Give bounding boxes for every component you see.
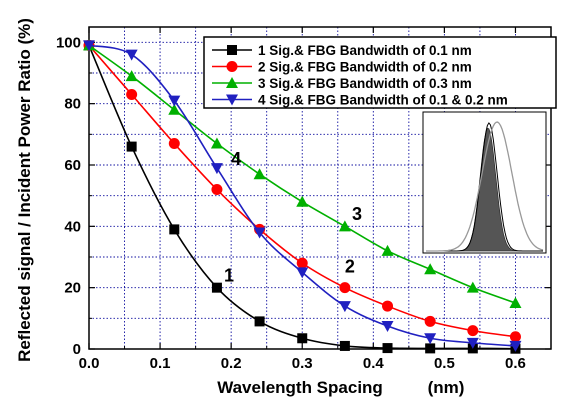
marker-triangle-up bbox=[253, 168, 266, 180]
marker-triangle-up bbox=[338, 220, 351, 232]
y-tick-label: 40 bbox=[64, 218, 81, 235]
y-tick-label: 100 bbox=[56, 34, 81, 51]
marker-square bbox=[169, 224, 180, 235]
marker-square bbox=[339, 340, 350, 351]
marker-square bbox=[126, 141, 137, 152]
marker-triangle-up bbox=[226, 77, 238, 88]
marker-triangle-up bbox=[424, 263, 437, 275]
marker-triangle-down bbox=[381, 321, 394, 332]
legend-label: 1 Sig.& FBG Bandwidth of 0.1 nm bbox=[258, 43, 472, 58]
y-axis-label: Reflected signal / Incident Power Ratio … bbox=[15, 18, 34, 362]
x-tick-label: 0.3 bbox=[292, 355, 313, 372]
inset-plot bbox=[422, 111, 547, 254]
marker-triangle-up bbox=[466, 281, 479, 293]
legend-box bbox=[203, 36, 557, 109]
marker-triangle-down bbox=[424, 333, 437, 345]
curve-label: 4 bbox=[231, 149, 241, 169]
marker-circle bbox=[296, 257, 308, 269]
curve-label: 3 bbox=[352, 204, 362, 224]
legend-label: 3 Sig.& FBG Bandwidth of 0.3 nm bbox=[258, 76, 472, 91]
marker-triangle-down bbox=[125, 49, 138, 61]
marker-triangle-down bbox=[83, 40, 95, 52]
ticks: 0.0 0.1 0.2 0.3 0.4 0.5 0.6 0 20 40 60 80 100 bbox=[56, 27, 551, 372]
marker-triangle-down bbox=[466, 337, 479, 349]
marker-circle bbox=[168, 138, 180, 150]
marker-triangle-up bbox=[210, 137, 223, 149]
marker-circle bbox=[211, 184, 223, 196]
x-axis-unit: (nm) bbox=[428, 378, 465, 397]
marker-triangle-down bbox=[168, 95, 181, 107]
x-tick-label: 0.6 bbox=[505, 355, 526, 372]
marker-triangle-down bbox=[509, 340, 522, 352]
x-axis-label: Wavelength Spacing bbox=[217, 378, 383, 397]
marker-triangle-up bbox=[125, 70, 138, 82]
marker-triangle-down bbox=[296, 267, 309, 279]
marker-square bbox=[297, 333, 308, 344]
x-tick-label: 0.0 bbox=[79, 355, 100, 372]
marker-square bbox=[211, 282, 222, 293]
marker-square bbox=[382, 343, 393, 354]
marker-circle bbox=[424, 315, 436, 327]
inset-wide-peak-outline bbox=[426, 121, 544, 252]
series-group: 1 2 3 4 bbox=[83, 39, 522, 354]
plot-frame bbox=[88, 26, 552, 350]
marker-triangle-down bbox=[338, 301, 351, 313]
marker-square bbox=[227, 45, 237, 55]
marker-square bbox=[425, 343, 436, 354]
marker-triangle-up bbox=[296, 195, 309, 207]
marker-triangle-down bbox=[253, 227, 266, 239]
marker-circle bbox=[509, 331, 521, 343]
legend-label: 4 Sig.& FBG Bandwidth of 0.1 & 0.2 nm bbox=[258, 93, 508, 108]
x-tick-label: 0.5 bbox=[434, 355, 455, 372]
marker-triangle-up bbox=[509, 297, 522, 308]
legend: 1 Sig.& FBG Bandwidth of 0.1 nm 2 Sig.& F… bbox=[203, 36, 557, 109]
x-tick-label: 0.4 bbox=[363, 355, 385, 372]
marker-triangle-up bbox=[168, 103, 181, 115]
series-line bbox=[88, 45, 516, 350]
marker-square bbox=[254, 316, 265, 327]
legend-label: 2 Sig.& FBG Bandwidth of 0.2 nm bbox=[258, 60, 472, 75]
marker-circle bbox=[126, 88, 138, 100]
marker-circle bbox=[382, 300, 394, 312]
y-tick-label: 80 bbox=[64, 96, 81, 113]
marker-circle bbox=[467, 325, 479, 337]
marker-circle bbox=[226, 61, 238, 72]
y-tick-label: 20 bbox=[64, 280, 81, 297]
marker-circle bbox=[339, 282, 351, 294]
x-tick-label: 0.1 bbox=[150, 355, 171, 372]
curve-label: 2 bbox=[345, 256, 355, 276]
curve-label: 1 bbox=[224, 266, 234, 286]
marker-triangle-down bbox=[226, 94, 238, 106]
marker-triangle-down bbox=[210, 163, 223, 175]
y-tick-label: 0 bbox=[73, 341, 81, 358]
x-tick-label: 0.2 bbox=[221, 355, 242, 372]
marker-triangle-up bbox=[381, 244, 394, 256]
y-tick-label: 60 bbox=[64, 157, 81, 174]
